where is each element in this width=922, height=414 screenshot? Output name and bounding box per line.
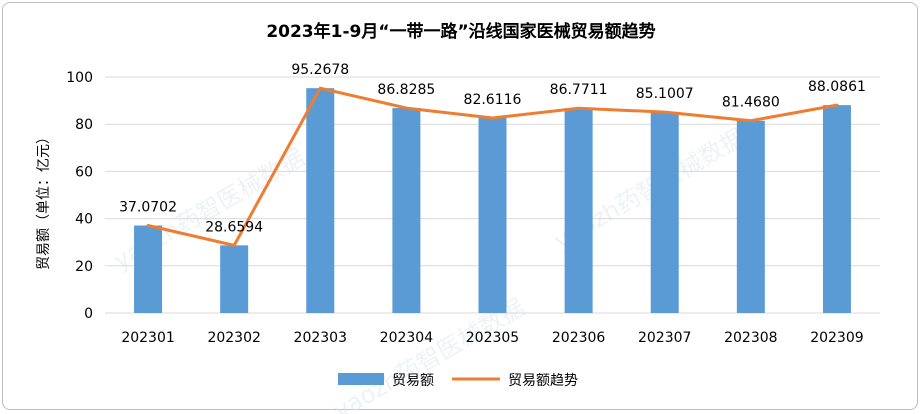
- bar: [220, 245, 249, 313]
- data-label: 28.6594: [205, 219, 263, 235]
- trend-line: [146, 86, 839, 247]
- data-label: 82.6116: [464, 92, 522, 108]
- x-tick-label: 202308: [724, 330, 777, 346]
- bar: [650, 112, 679, 313]
- data-label: 86.8285: [377, 82, 435, 98]
- y-axis-title: 贸易额（单位：亿元）: [36, 130, 52, 270]
- x-tick-label: 202309: [810, 330, 863, 346]
- data-label: 85.1007: [636, 86, 694, 102]
- y-tick-label: 100: [66, 70, 93, 86]
- x-tick-label: 202307: [638, 330, 691, 346]
- bar: [822, 105, 851, 313]
- data-labels: 37.0702 28.6594 95.2678 86.8285 82.6116 86.77…: [119, 62, 866, 235]
- bar: [564, 108, 593, 313]
- bar: [736, 120, 765, 313]
- chart-frame: [2, 2, 918, 410]
- trend-line-series: [146, 86, 839, 247]
- y-tick-label: 40: [75, 212, 93, 228]
- x-tick-label: 202301: [121, 330, 174, 346]
- legend-label-bar: 贸易额: [392, 373, 434, 389]
- y-tick-label: 20: [75, 259, 93, 275]
- data-label: 81.4680: [722, 95, 780, 111]
- data-label: 37.0702: [119, 200, 177, 216]
- x-tick-label: 202303: [294, 330, 347, 346]
- y-tick-label: 60: [75, 164, 93, 180]
- data-label: 95.2678: [291, 62, 349, 78]
- bar: [134, 225, 163, 313]
- y-tick-label: 80: [75, 117, 93, 133]
- y-tick-label: 0: [84, 306, 93, 322]
- data-label: 86.7711: [550, 82, 608, 98]
- x-tick-label: 202305: [466, 330, 519, 346]
- bar: [392, 108, 421, 313]
- x-axis-ticks: 202301 202302 202303 202304 202305 202306 2023…: [121, 330, 863, 346]
- bar-series: [134, 88, 851, 313]
- x-tick-label: 202306: [552, 330, 606, 346]
- bar: [306, 88, 335, 313]
- legend-swatch-bar: [338, 373, 384, 385]
- x-tick-label: 202302: [207, 330, 260, 346]
- x-tick-label: 202304: [380, 330, 434, 346]
- chart-title: 2023年1-9月“一带一路”沿线国家医械贸易额趋势: [266, 21, 655, 42]
- data-label: 88.0861: [808, 79, 866, 95]
- legend-label-line: 贸易额趋势: [508, 373, 578, 389]
- bar: [478, 118, 507, 313]
- legend: 贸易额 贸易额趋势: [338, 373, 578, 389]
- y-axis-ticks: 0 20 40 60 80 100: [66, 70, 93, 322]
